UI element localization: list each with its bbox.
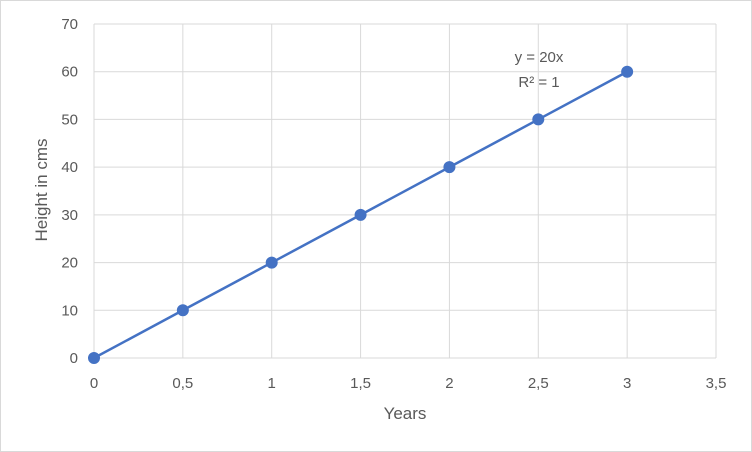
y-tick-label: 10 — [61, 302, 78, 319]
x-tick-label: 2,5 — [528, 375, 549, 392]
gridlines — [93, 23, 717, 359]
y-tick-label: 70 — [61, 16, 78, 33]
x-tick-label: 1,5 — [350, 375, 371, 392]
trendline-r-squared: R² = 1 — [518, 74, 559, 91]
y-tick-label: 30 — [61, 207, 78, 224]
y-tick-label: 0 — [70, 350, 78, 367]
y-tick-label: 50 — [61, 111, 78, 128]
x-tick-labels: 0 0,5 1 1,5 2 2,5 3 3,5 — [90, 375, 727, 392]
x-tick-label: 2 — [445, 375, 453, 392]
data-point — [621, 65, 634, 78]
data-point — [265, 256, 278, 269]
data-point — [88, 352, 100, 364]
trendline-equation: y = 20x — [515, 49, 564, 66]
y-axis-title: Height in cms — [32, 139, 51, 242]
x-tick-label: 0,5 — [172, 375, 193, 392]
data-point — [354, 208, 367, 221]
x-tick-label: 3 — [623, 375, 631, 392]
x-axis-title: Years — [384, 404, 427, 423]
x-tick-label: 3,5 — [706, 375, 727, 392]
data-point — [532, 113, 545, 126]
x-tick-label: 0 — [90, 375, 98, 392]
y-tick-labels: 0 10 20 30 40 50 60 70 — [61, 16, 78, 367]
y-tick-label: 20 — [61, 255, 78, 272]
y-tick-label: 60 — [61, 64, 78, 81]
data-point — [176, 304, 189, 317]
series — [88, 65, 634, 364]
y-tick-label: 40 — [61, 159, 78, 176]
data-point — [443, 161, 456, 174]
x-tick-label: 1 — [268, 375, 276, 392]
